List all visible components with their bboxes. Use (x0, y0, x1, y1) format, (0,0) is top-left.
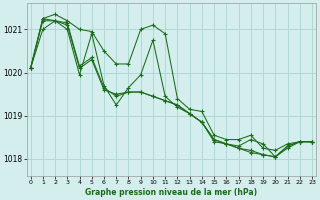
X-axis label: Graphe pression niveau de la mer (hPa): Graphe pression niveau de la mer (hPa) (85, 188, 257, 197)
